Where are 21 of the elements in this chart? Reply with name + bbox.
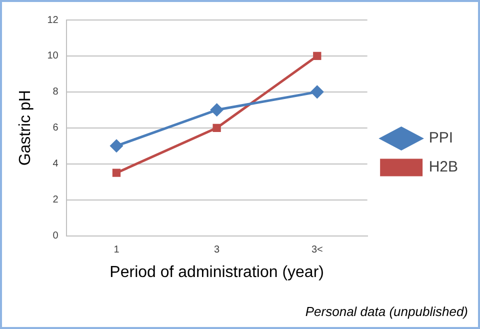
x-tick-label: 3< [311,244,324,256]
point [112,168,121,177]
legend-label: H2B [428,158,458,176]
y-axis-title: Gastric pH [17,90,34,166]
point [110,140,123,152]
y-tick-label: 4 [52,158,59,170]
x-tick-label: 1 [114,244,120,256]
x-tick-label: 3 [214,244,220,256]
point [310,86,324,98]
point [212,124,221,132]
y-tick-label: 2 [52,194,59,206]
y-tick-label: 0 [52,230,59,242]
point [210,104,224,116]
y-tick-label: 8 [52,86,59,98]
y-tick-label: 6 [52,122,59,134]
text: Personal data (unpublished) [305,304,468,319]
y-tick-label: 12 [47,14,59,26]
point [313,52,322,60]
x-axis-title: Period of administration (year) [110,264,324,281]
y-tick-label: 10 [47,50,59,62]
legend-label: PPI [428,130,454,147]
